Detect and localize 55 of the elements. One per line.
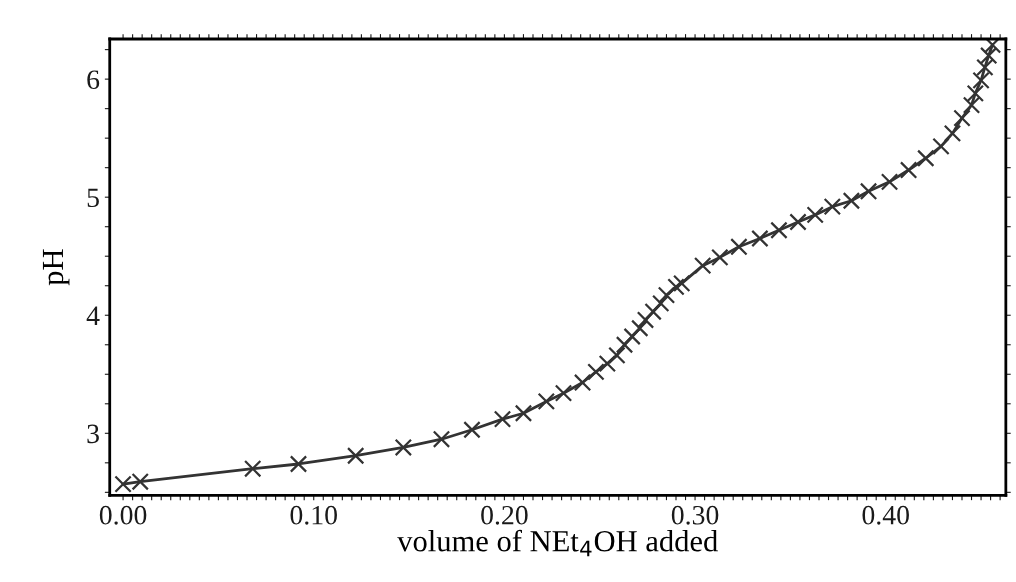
x-tick-label: 0.10 bbox=[290, 505, 337, 525]
point bbox=[615, 336, 634, 354]
point bbox=[289, 455, 308, 473]
point bbox=[976, 58, 994, 77]
x-tick-label: 0.00 bbox=[99, 505, 147, 525]
point bbox=[243, 459, 262, 478]
point bbox=[657, 286, 676, 304]
point bbox=[463, 421, 481, 439]
point bbox=[598, 354, 617, 373]
point bbox=[432, 430, 451, 448]
x-axis-title: volume of NEt$_{4}$OH added bbox=[397, 529, 718, 557]
y-tick-label: 3 bbox=[87, 424, 99, 444]
x-tick-label: 0.30 bbox=[671, 505, 719, 525]
y-tick-label: 4 bbox=[86, 306, 100, 325]
point bbox=[899, 161, 918, 179]
point bbox=[789, 213, 807, 231]
point bbox=[537, 392, 556, 411]
point bbox=[711, 248, 729, 267]
point bbox=[932, 137, 950, 156]
y-tick-label: 5 bbox=[87, 188, 99, 208]
point bbox=[953, 109, 971, 127]
point bbox=[823, 197, 842, 216]
point bbox=[693, 256, 712, 275]
point bbox=[651, 294, 670, 313]
x-tick-label: 0.40 bbox=[862, 505, 909, 525]
point bbox=[554, 384, 573, 402]
point bbox=[644, 302, 662, 321]
point bbox=[880, 173, 899, 191]
point bbox=[493, 410, 512, 428]
point bbox=[587, 363, 605, 381]
point bbox=[346, 446, 365, 465]
point bbox=[972, 71, 990, 90]
point bbox=[983, 38, 1002, 54]
point bbox=[979, 46, 998, 65]
point bbox=[806, 206, 824, 224]
point bbox=[842, 191, 861, 210]
point bbox=[514, 404, 533, 422]
point bbox=[943, 124, 962, 143]
point bbox=[770, 221, 788, 239]
point bbox=[631, 319, 649, 337]
point bbox=[730, 238, 748, 256]
point bbox=[672, 274, 691, 293]
point bbox=[962, 96, 981, 114]
point bbox=[394, 438, 413, 457]
point bbox=[623, 327, 641, 346]
y-axis-title: pH bbox=[42, 249, 70, 286]
point bbox=[966, 84, 985, 103]
x-tick-label: 0.20 bbox=[481, 505, 528, 525]
point bbox=[917, 149, 935, 167]
point bbox=[573, 373, 592, 392]
y-tick-label: 6 bbox=[87, 70, 100, 90]
point bbox=[859, 182, 878, 201]
point bbox=[667, 278, 685, 296]
point bbox=[751, 229, 769, 248]
point bbox=[608, 346, 626, 365]
